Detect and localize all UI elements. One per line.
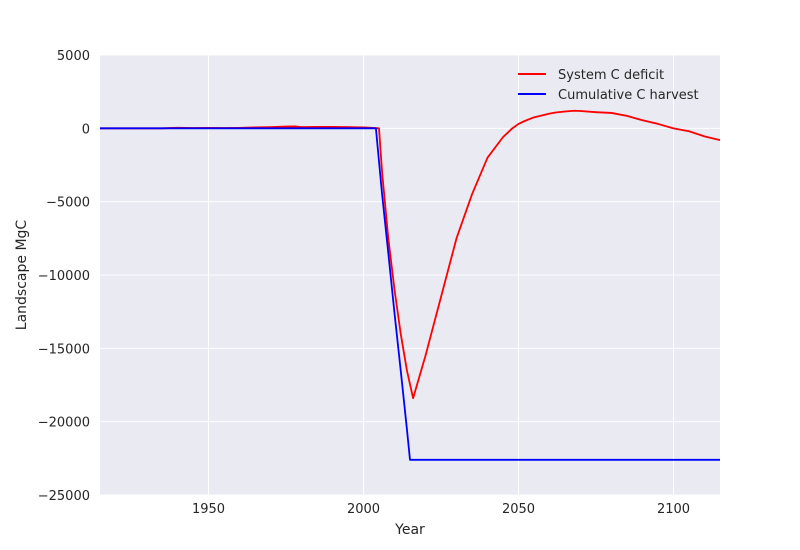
legend-label-cumulative-c-harvest: Cumulative C harvest bbox=[558, 88, 699, 103]
series-line-cumulative-c-harvest bbox=[100, 127, 720, 461]
y-axis-ticks: 5000 0 −5000 −10000 −15000 −20000 −25000 bbox=[38, 49, 90, 504]
x-tick-label: 2050 bbox=[502, 502, 535, 517]
y-tick-label: 0 bbox=[82, 122, 90, 137]
x-axis-ticks: 1950 2000 2050 2100 bbox=[192, 502, 690, 517]
y-tick-label: −15000 bbox=[38, 342, 90, 357]
grid bbox=[100, 54, 720, 496]
y-tick-label: −5000 bbox=[46, 196, 90, 211]
x-tick-label: 2000 bbox=[347, 502, 380, 517]
x-tick-label: 2100 bbox=[657, 502, 690, 517]
y-axis-label: Landscape MgC bbox=[14, 220, 30, 331]
legend-label-system-c-deficit: System C deficit bbox=[558, 68, 664, 83]
series-line-system-c-deficit bbox=[100, 109, 721, 400]
series-lines bbox=[100, 109, 721, 461]
legend: System C deficit Cumulative C harvest bbox=[518, 68, 699, 103]
y-tick-label: 5000 bbox=[57, 49, 90, 64]
y-tick-label: −10000 bbox=[38, 269, 90, 284]
x-tick-label: 1950 bbox=[192, 502, 225, 517]
y-tick-label: −20000 bbox=[38, 416, 90, 431]
y-tick-label: −25000 bbox=[38, 489, 90, 504]
x-axis-label: Year bbox=[394, 522, 425, 538]
